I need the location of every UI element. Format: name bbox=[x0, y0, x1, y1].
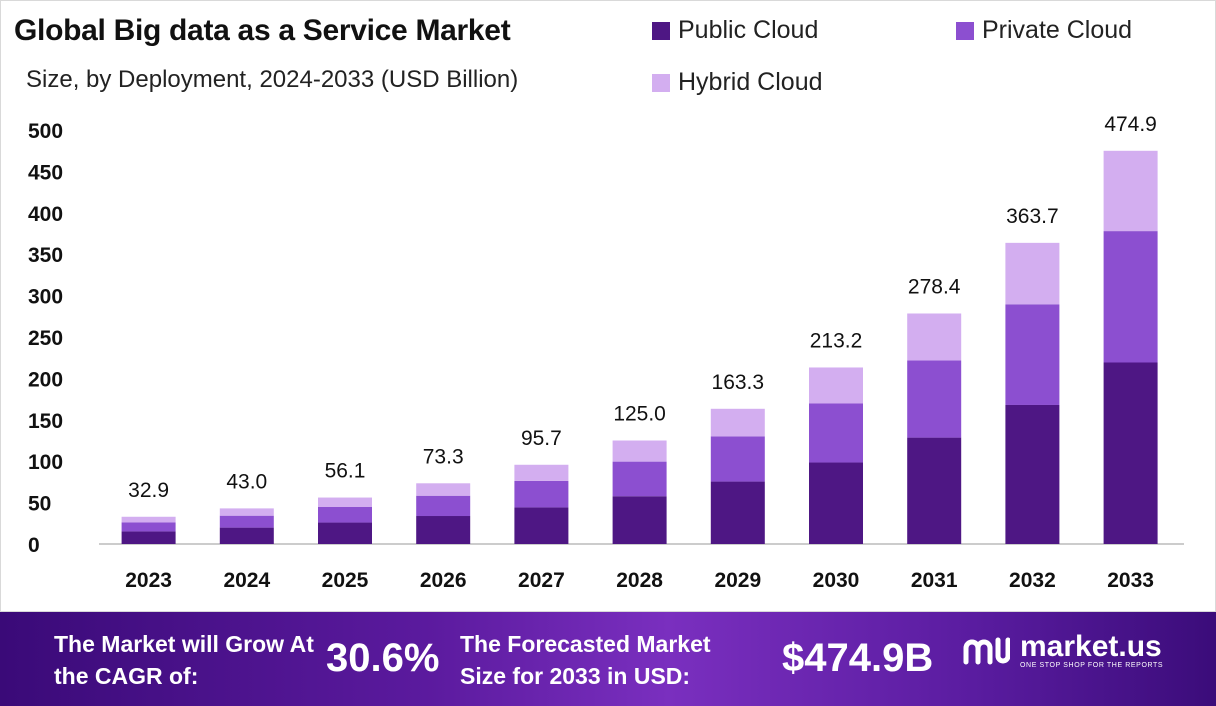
y-tick-label-300: 300 bbox=[28, 286, 63, 309]
bar-private-cloud-2026 bbox=[416, 495, 471, 517]
bar-private-cloud-2031 bbox=[907, 360, 962, 438]
x-tick-label-2026: 2026 bbox=[420, 569, 467, 592]
bar-private-cloud-2023 bbox=[121, 522, 176, 532]
bar-private-cloud-2028 bbox=[612, 461, 667, 497]
forecast-value: $474.9B bbox=[782, 636, 934, 680]
cagr-label: The Market will Grow At the CAGR of: bbox=[54, 631, 314, 689]
y-tick-label-150: 150 bbox=[28, 410, 63, 433]
bar-private-cloud-2032 bbox=[1005, 304, 1060, 405]
y-tick-label-450: 450 bbox=[28, 161, 63, 184]
legend-private-cloud: Private Cloud bbox=[956, 16, 1132, 45]
total-label-2030: 213.2 bbox=[810, 329, 863, 352]
market-us-logo-icon bbox=[963, 637, 1010, 664]
bar-hybrid-cloud-2031 bbox=[907, 313, 962, 361]
total-label-2027: 95.7 bbox=[521, 427, 562, 450]
total-label-2024: 43.0 bbox=[226, 470, 267, 493]
bar-private-cloud-2030 bbox=[809, 403, 863, 463]
legend-swatch-hybrid bbox=[652, 73, 670, 92]
brand-logo: market.us ONE STOP SHOP FOR THE REPORTS bbox=[962, 632, 1163, 669]
total-label-2026: 73.3 bbox=[423, 445, 464, 468]
total-label-2033: 474.9 bbox=[1104, 113, 1157, 136]
y-tick-label-400: 400 bbox=[28, 203, 63, 226]
bar-hybrid-cloud-2029 bbox=[710, 408, 765, 437]
bar-hybrid-cloud-2024 bbox=[219, 508, 274, 516]
bar-public-cloud-2027 bbox=[514, 507, 569, 544]
footer-banner: The Market will Grow At the CAGR of: 30.… bbox=[0, 612, 1216, 706]
y-tick-label-500: 500 bbox=[28, 120, 63, 143]
y-tick-label-0: 0 bbox=[28, 534, 40, 557]
brand-tagline: ONE STOP SHOP FOR THE REPORTS bbox=[1020, 662, 1164, 669]
y-tick-label-350: 350 bbox=[28, 244, 63, 267]
x-tick-label-2033: 2033 bbox=[1107, 569, 1154, 592]
total-label-2029: 163.3 bbox=[712, 371, 765, 394]
x-tick-label-2030: 2030 bbox=[813, 569, 860, 592]
bar-hybrid-cloud-2026 bbox=[416, 483, 471, 496]
forecast-label: The Forecasted Market Size for 2033 in U… bbox=[460, 631, 711, 689]
bar-public-cloud-2028 bbox=[612, 496, 667, 544]
bar-public-cloud-2033 bbox=[1103, 362, 1158, 544]
total-label-2028: 125.0 bbox=[613, 403, 666, 426]
x-tick-label-2023: 2023 bbox=[125, 569, 172, 592]
legend-label-public: Public Cloud bbox=[678, 16, 819, 44]
x-tick-label-2027: 2027 bbox=[518, 569, 565, 592]
bar-public-cloud-2029 bbox=[710, 481, 765, 544]
legend-hybrid-cloud: Hybrid Cloud bbox=[652, 68, 823, 97]
x-tick-label-2024: 2024 bbox=[223, 569, 270, 592]
x-tick-label-2029: 2029 bbox=[714, 569, 761, 592]
bar-private-cloud-2033 bbox=[1103, 231, 1158, 363]
cagr-value: 30.6% bbox=[326, 636, 440, 680]
chart-title: Global Big data as a Service Market bbox=[14, 14, 511, 47]
bar-hybrid-cloud-2032 bbox=[1005, 242, 1060, 305]
bar-private-cloud-2027 bbox=[514, 480, 569, 508]
bar-private-cloud-2029 bbox=[710, 436, 765, 482]
y-tick-label-200: 200 bbox=[28, 368, 63, 391]
y-tick-label-250: 250 bbox=[28, 327, 63, 350]
brand-name: market.us bbox=[1020, 630, 1162, 663]
bar-private-cloud-2025 bbox=[318, 506, 372, 523]
bar-private-cloud-2024 bbox=[219, 515, 274, 528]
stacked-bar-chart: 0 50 100 150 200 250 300 350 400 450 500 32.9 2023 43… bbox=[28, 113, 1184, 592]
chart-subtitle: Size, by Deployment, 2024-2033 (USD Bill… bbox=[26, 66, 519, 93]
legend-label-private: Private Cloud bbox=[982, 16, 1133, 44]
bar-hybrid-cloud-2027 bbox=[514, 464, 569, 481]
legend-label-hybrid: Hybrid Cloud bbox=[678, 68, 823, 96]
legend-public-cloud: Public Cloud bbox=[652, 16, 818, 45]
bar-hybrid-cloud-2030 bbox=[809, 367, 863, 404]
total-label-2032: 363.7 bbox=[1006, 205, 1059, 228]
y-tick-label-50: 50 bbox=[28, 493, 51, 516]
bar-hybrid-cloud-2033 bbox=[1103, 150, 1158, 232]
bar-public-cloud-2031 bbox=[907, 437, 962, 544]
total-label-2023: 32.9 bbox=[128, 479, 169, 502]
bar-public-cloud-2024 bbox=[219, 527, 274, 544]
y-tick-label-100: 100 bbox=[28, 451, 63, 474]
bar-public-cloud-2025 bbox=[318, 522, 372, 544]
legend-swatch-public bbox=[652, 21, 670, 40]
bar-public-cloud-2030 bbox=[809, 462, 863, 544]
bar-hybrid-cloud-2025 bbox=[318, 497, 372, 507]
legend-swatch-private bbox=[956, 21, 974, 40]
bar-hybrid-cloud-2028 bbox=[612, 440, 667, 462]
x-tick-label-2025: 2025 bbox=[322, 569, 369, 592]
bar-hybrid-cloud-2023 bbox=[121, 516, 176, 523]
total-label-2025: 56.1 bbox=[325, 460, 366, 483]
bar-public-cloud-2023 bbox=[121, 531, 176, 544]
x-tick-label-2031: 2031 bbox=[911, 569, 958, 592]
total-label-2031: 278.4 bbox=[908, 275, 961, 298]
bar-public-cloud-2026 bbox=[416, 516, 471, 544]
bar-public-cloud-2032 bbox=[1005, 404, 1060, 544]
x-tick-label-2032: 2032 bbox=[1009, 569, 1056, 592]
x-tick-label-2028: 2028 bbox=[616, 569, 663, 592]
